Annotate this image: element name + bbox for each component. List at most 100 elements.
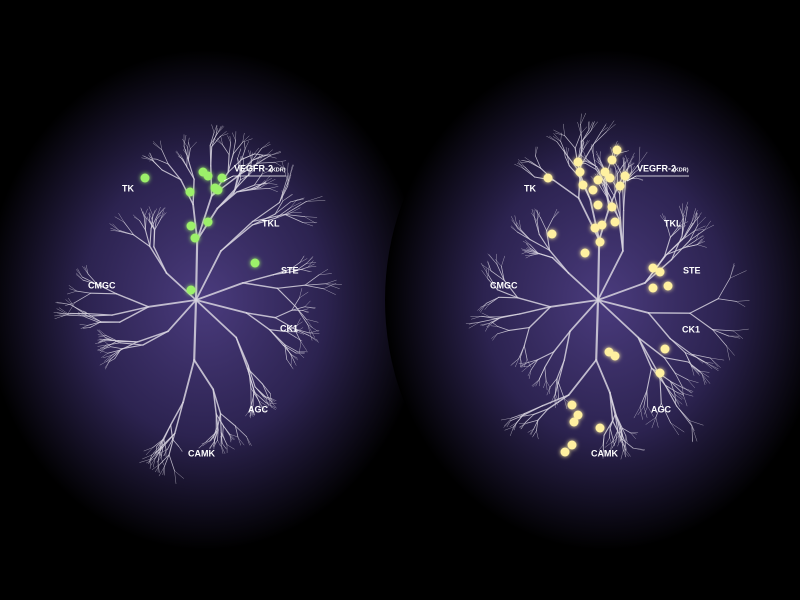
branch	[295, 266, 309, 272]
branch	[256, 156, 263, 164]
branch	[496, 264, 505, 281]
branch	[533, 419, 539, 430]
branch	[588, 121, 593, 131]
branch	[529, 244, 539, 254]
branch	[294, 328, 310, 336]
branch	[242, 135, 250, 143]
branch	[220, 445, 226, 454]
branch	[180, 154, 184, 160]
branch	[621, 438, 624, 451]
branch	[564, 398, 568, 409]
branch	[544, 366, 547, 381]
branch	[209, 133, 218, 146]
branch	[604, 441, 613, 448]
branch	[284, 201, 307, 215]
branch	[515, 358, 519, 367]
branch	[296, 327, 304, 333]
hit-dot	[615, 181, 625, 191]
branch	[104, 355, 112, 362]
branch	[162, 466, 165, 475]
branch	[519, 422, 528, 428]
branch	[488, 265, 490, 276]
branch	[264, 178, 272, 183]
branch	[196, 195, 213, 241]
hit-dot	[578, 180, 588, 190]
branch	[222, 433, 225, 440]
family-label: TK	[524, 183, 536, 193]
branch	[697, 216, 706, 226]
branch	[142, 454, 152, 460]
branch	[304, 284, 324, 290]
branch	[216, 192, 235, 210]
branch	[696, 357, 704, 364]
branch	[250, 187, 261, 190]
branch	[549, 387, 551, 394]
branch	[117, 340, 138, 343]
callout-detail: (KDR)	[673, 167, 689, 173]
branch	[178, 446, 183, 452]
branch	[541, 394, 570, 407]
branch	[242, 138, 253, 143]
branch	[536, 211, 540, 222]
branch	[274, 160, 287, 163]
branch	[518, 414, 526, 417]
branch	[487, 261, 492, 272]
branch	[296, 331, 304, 335]
branch	[614, 170, 616, 182]
branch	[282, 194, 293, 202]
branch	[150, 446, 162, 460]
branch	[275, 207, 291, 219]
branch	[643, 390, 648, 408]
branch	[227, 154, 230, 173]
branch	[87, 314, 113, 317]
branch	[227, 135, 231, 144]
branch	[676, 405, 693, 427]
branch	[269, 186, 279, 189]
branch	[496, 253, 498, 265]
branch	[68, 285, 78, 292]
branch	[577, 197, 601, 241]
branch	[143, 216, 146, 231]
hit-dot	[600, 167, 610, 177]
branch	[299, 255, 305, 263]
branch	[246, 436, 250, 446]
family-label: AGC	[651, 404, 672, 414]
branch	[121, 344, 144, 350]
branch	[596, 157, 600, 164]
branch	[717, 277, 731, 300]
branch	[318, 269, 329, 276]
branch	[546, 135, 558, 142]
branch	[519, 219, 522, 230]
branch	[682, 203, 684, 216]
branch	[284, 344, 298, 352]
branch	[249, 169, 255, 176]
hit-dot	[560, 447, 570, 457]
branch	[202, 440, 211, 447]
branch	[174, 470, 177, 484]
branch	[512, 422, 517, 431]
branch	[77, 311, 87, 318]
branch	[537, 351, 555, 361]
hit-dot	[655, 267, 665, 277]
branch	[229, 136, 231, 144]
branch	[630, 432, 639, 434]
branch	[307, 324, 315, 338]
branch	[242, 162, 249, 167]
branch	[623, 157, 625, 165]
branch	[193, 359, 215, 391]
branch	[180, 157, 188, 168]
branch	[511, 413, 525, 419]
branch	[584, 140, 590, 148]
branch	[118, 213, 125, 223]
branch	[262, 383, 270, 400]
branch	[596, 151, 601, 160]
branch	[210, 165, 213, 197]
branch	[693, 212, 698, 224]
branch	[104, 336, 121, 344]
branch	[490, 325, 498, 327]
branch	[673, 396, 680, 404]
branch	[158, 466, 165, 477]
branch	[681, 385, 692, 394]
branch	[602, 444, 605, 453]
branch	[622, 157, 624, 165]
